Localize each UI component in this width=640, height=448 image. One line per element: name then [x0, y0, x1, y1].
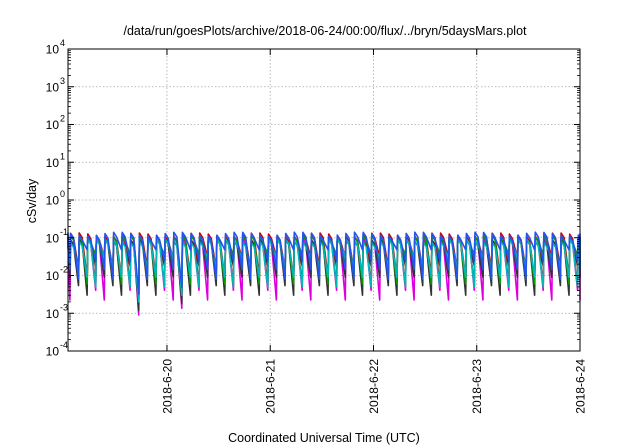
x-tick-label: 2018-6-20 [160, 359, 174, 414]
series-line [67, 231, 581, 295]
y-tick-base: 10 [46, 43, 60, 57]
y-tick-label: 10 -1 [46, 227, 68, 246]
y-tick-exponent: 0 [60, 189, 65, 199]
y-tick-label: 10 -4 [46, 340, 68, 359]
axis-ticks [68, 48, 581, 352]
y-tick-exponent: -4 [60, 340, 68, 350]
y-tick-label: 10 -2 [46, 265, 68, 284]
x-axis-label: Coordinated Universal Time (UTC) [228, 431, 420, 445]
y-tick-base: 10 [46, 307, 60, 321]
series-line [67, 238, 581, 303]
y-tick-label: 10 0 [46, 189, 65, 208]
y-tick-exponent: -1 [60, 227, 68, 237]
y-tick-base: 10 [46, 80, 60, 94]
y-tick-label: 10 2 [46, 114, 65, 133]
y-tick-base: 10 [46, 156, 60, 170]
y-tick-base: 10 [46, 269, 60, 283]
plot-series [67, 231, 581, 316]
y-axis-label: cSv/day [25, 178, 39, 223]
y-tick-exponent: 4 [60, 38, 65, 48]
chart-title: /data/run/goesPlots/archive/2018-06-24/0… [123, 24, 527, 38]
grid-lines [68, 49, 580, 351]
y-tick-label: 10 1 [46, 151, 65, 170]
y-tick-exponent: 1 [60, 151, 65, 161]
y-tick-base: 10 [46, 118, 60, 132]
x-tick-label: 2018-6-22 [367, 359, 381, 414]
y-tick-base: 10 [46, 194, 60, 208]
x-tick-label: 2018-6-24 [574, 359, 588, 414]
y-tick-exponent: -3 [60, 302, 68, 312]
y-tick-label: 10 -3 [46, 302, 68, 321]
y-tick-exponent: -2 [60, 265, 68, 275]
y-tick-exponent: 2 [60, 114, 65, 124]
y-tick-label: 10 3 [46, 76, 65, 95]
y-tick-label: 10 4 [46, 38, 65, 57]
y-tick-exponent: 3 [60, 76, 65, 86]
x-tick-label: 2018-6-23 [470, 359, 484, 414]
x-axis-tick-labels: 2018-6-20 2018-6-21 2018-6-22 2018-6-23 2018… [160, 359, 587, 414]
x-tick-label: 2018-6-21 [264, 359, 278, 414]
y-tick-base: 10 [46, 231, 60, 245]
y-tick-base: 10 [46, 345, 60, 359]
